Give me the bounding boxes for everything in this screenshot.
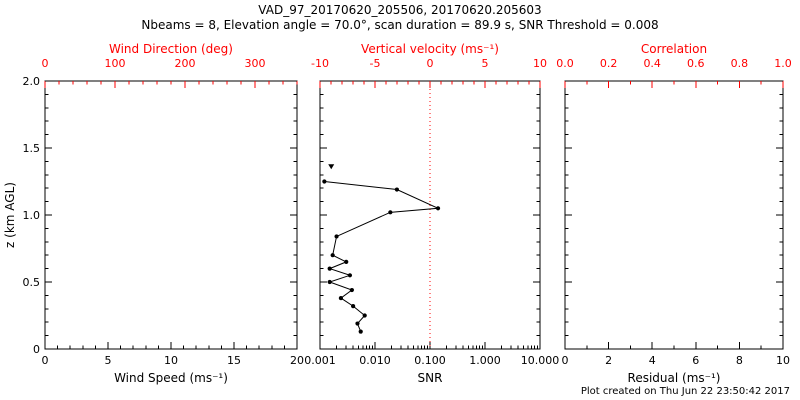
svg-text:Vertical velocity (ms⁻¹): Vertical velocity (ms⁻¹) xyxy=(361,42,499,56)
svg-text:8: 8 xyxy=(736,354,743,367)
svg-text:Wind Direction (deg): Wind Direction (deg) xyxy=(109,42,233,56)
svg-text:SNR: SNR xyxy=(418,371,443,385)
svg-text:10: 10 xyxy=(533,57,547,70)
svg-text:1.0: 1.0 xyxy=(23,209,41,222)
svg-text:Correlation: Correlation xyxy=(641,42,707,56)
svg-text:0: 0 xyxy=(562,354,569,367)
panel-residual: 0 2 4 6 8 10 Residual (ms⁻¹) 0.0 0.2 0.4 0.6 0.8 1.0… xyxy=(556,42,792,385)
svg-text:10.000: 10.000 xyxy=(521,354,560,367)
panel-snr: 0.001 0.010 0.100 1.000 10.000 SNR -10 -5 0 5 10 Ve… xyxy=(304,42,559,385)
svg-text:20: 20 xyxy=(290,354,304,367)
svg-text:z (km AGL): z (km AGL) xyxy=(3,182,17,248)
panel-wind: 0 5 10 15 20 Wind Speed (ms⁻¹) 0 100 200 300 Wind … xyxy=(3,42,304,385)
svg-text:4: 4 xyxy=(649,354,656,367)
svg-text:-5: -5 xyxy=(370,57,381,70)
svg-text:1.5: 1.5 xyxy=(23,142,41,155)
plot-subtitle: Nbeams = 8, Elevation angle = 70.0°, sca… xyxy=(141,18,659,32)
svg-text:-10: -10 xyxy=(311,57,329,70)
svg-text:6: 6 xyxy=(692,354,699,367)
svg-text:0.5: 0.5 xyxy=(23,276,41,289)
svg-text:10: 10 xyxy=(164,354,178,367)
svg-text:2.0: 2.0 xyxy=(23,75,41,88)
svg-text:0.8: 0.8 xyxy=(731,57,749,70)
svg-text:10: 10 xyxy=(776,354,790,367)
plot-created-timestamp: Plot created on Thu Jun 22 23:50:42 2017 xyxy=(580,386,790,397)
svg-text:0.4: 0.4 xyxy=(643,57,661,70)
svg-text:0: 0 xyxy=(42,57,49,70)
plot-title: VAD_97_20170620_205506, 20170620.205603 xyxy=(258,3,542,17)
svg-text:5: 5 xyxy=(482,57,489,70)
svg-text:0: 0 xyxy=(42,354,49,367)
svg-text:100: 100 xyxy=(105,57,126,70)
svg-text:Residual (ms⁻¹): Residual (ms⁻¹) xyxy=(628,371,721,385)
svg-text:0.2: 0.2 xyxy=(600,57,618,70)
svg-text:0: 0 xyxy=(33,343,40,356)
svg-text:5: 5 xyxy=(105,354,112,367)
svg-text:15: 15 xyxy=(227,354,241,367)
svg-text:300: 300 xyxy=(245,57,266,70)
svg-text:0.010: 0.010 xyxy=(359,354,391,367)
svg-text:0.100: 0.100 xyxy=(414,354,446,367)
svg-text:0.0: 0.0 xyxy=(556,57,574,70)
svg-text:1.000: 1.000 xyxy=(469,354,501,367)
svg-text:2: 2 xyxy=(605,354,612,367)
svg-text:Wind Speed (ms⁻¹): Wind Speed (ms⁻¹) xyxy=(114,371,228,385)
svg-text:200: 200 xyxy=(175,57,196,70)
svg-text:1.0: 1.0 xyxy=(774,57,792,70)
svg-text:0.001: 0.001 xyxy=(304,354,336,367)
svg-text:0.6: 0.6 xyxy=(687,57,705,70)
svg-text:0: 0 xyxy=(427,57,434,70)
